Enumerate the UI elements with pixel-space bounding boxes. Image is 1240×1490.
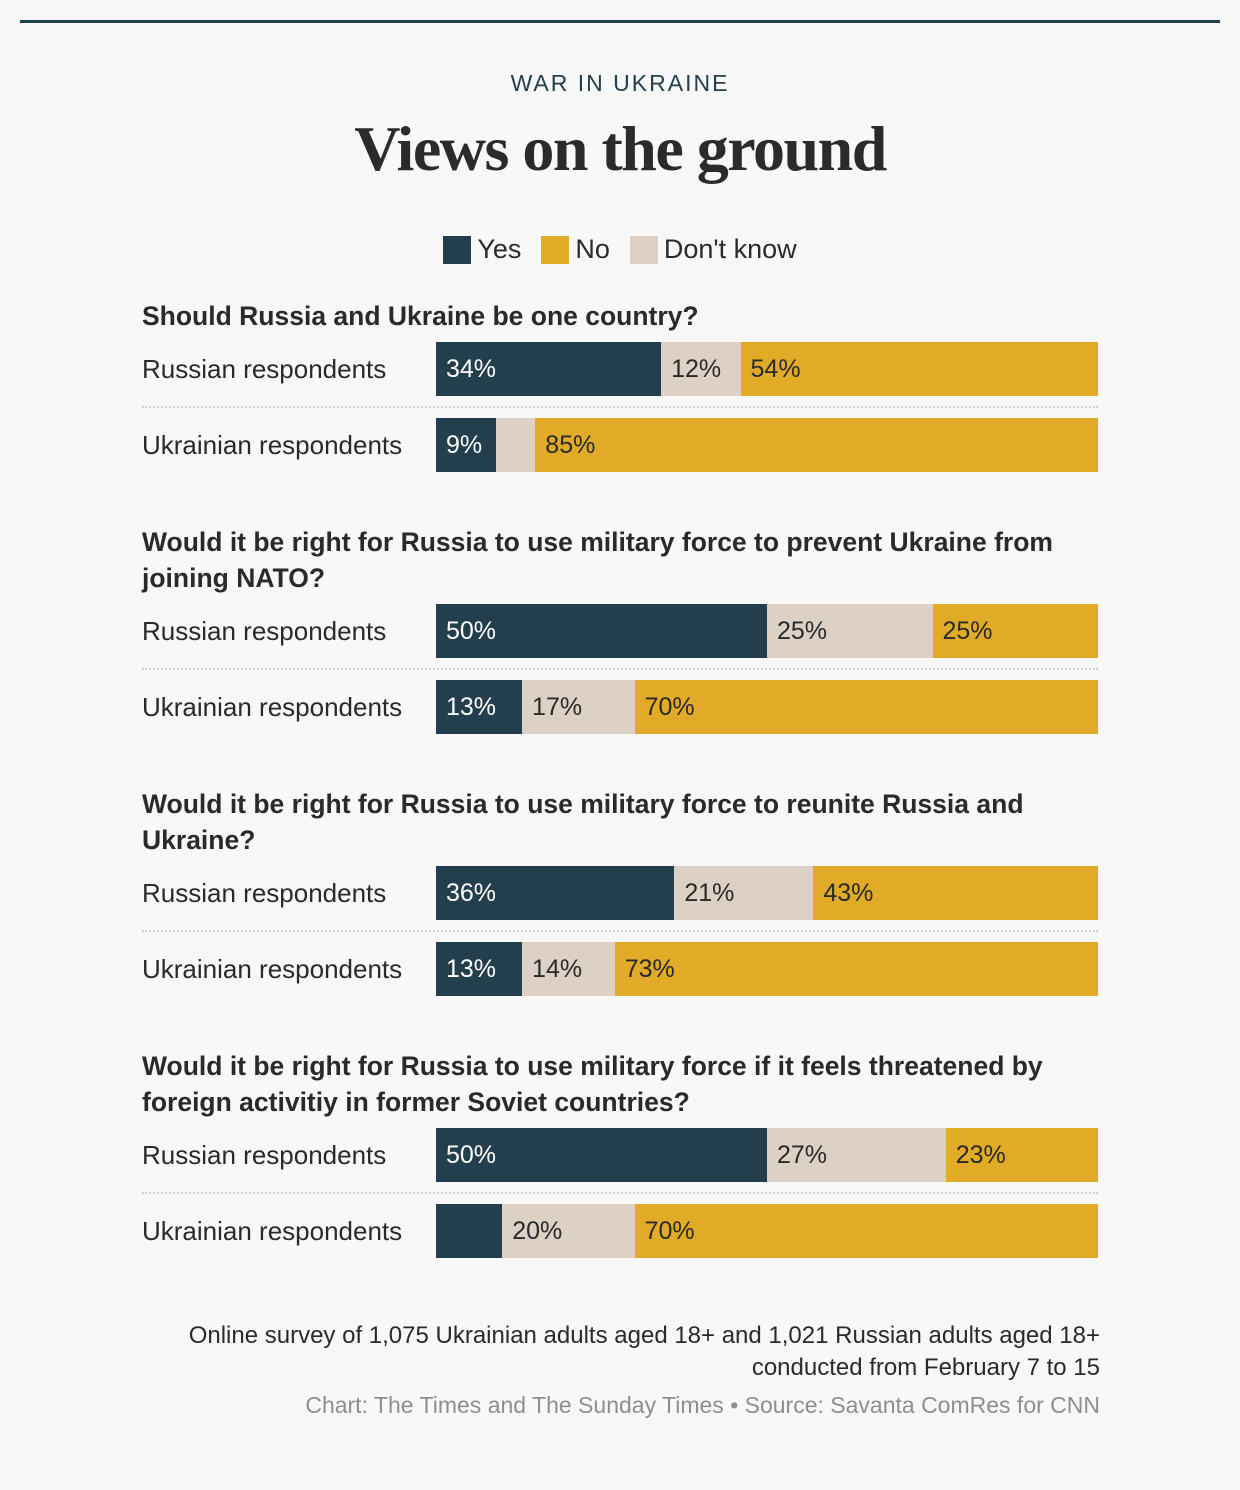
no-segment: 54% <box>740 342 1098 396</box>
row-label: Russian respondents <box>142 878 387 908</box>
stacked-bar: 50% 25% 25% <box>436 604 1098 658</box>
legend: Yes No Don't know <box>0 234 1240 265</box>
stacked-bar: 13% 14% 73% <box>436 942 1098 996</box>
row-divider <box>142 930 1098 932</box>
dont-know-segment: 25% <box>767 604 933 658</box>
stacked-bar: 50% 27% 23% <box>436 1128 1098 1182</box>
yes-segment: 13% <box>436 680 523 734</box>
question-2: Would it be right for Russia to use mili… <box>142 527 1053 593</box>
dont-know-segment: 21% <box>674 866 814 920</box>
survey-note: Online survey of 1,075 Ukrainian adults … <box>188 1322 1100 1381</box>
row-label: Ukrainian respondents <box>142 692 403 722</box>
yes-segment <box>436 1204 503 1258</box>
question-3: Would it be right for Russia to use mili… <box>142 789 1024 855</box>
dont-know-segment: 14% <box>522 942 615 996</box>
row-divider <box>142 1192 1098 1194</box>
yes-segment: 50% <box>436 1128 767 1182</box>
no-segment: 25% <box>932 604 1098 658</box>
question-4: Would it be right for Russia to use mili… <box>142 1051 1043 1117</box>
row-label: Russian respondents <box>142 616 387 646</box>
stacked-bar: 13% 17% 70% <box>436 680 1098 734</box>
dont-know-segment: 27% <box>767 1128 946 1182</box>
kicker: WAR IN UKRAINE <box>510 70 730 96</box>
legend-item-dont-know: Don't know <box>629 234 797 265</box>
row-label: Ukrainian respondents <box>142 430 403 460</box>
yes-segment: 34% <box>436 342 662 396</box>
dont-know-segment: 20% <box>502 1204 635 1258</box>
yes-segment: 50% <box>436 604 767 658</box>
row-divider <box>142 668 1098 670</box>
no-segment: 85% <box>535 418 1098 472</box>
legend-swatch-no <box>541 235 570 264</box>
legend-label-no: No <box>575 234 610 264</box>
legend-swatch-yes <box>443 235 472 264</box>
stacked-bar: 20% 70% <box>436 1204 1098 1258</box>
no-segment: 43% <box>813 866 1098 920</box>
dont-know-segment: 17% <box>522 680 635 734</box>
dont-know-segment <box>495 418 536 472</box>
top-rule <box>20 20 1220 23</box>
legend-label-yes: Yes <box>477 234 522 264</box>
legend-item-yes: Yes <box>443 234 521 265</box>
source-line: Chart: The Times and The Sunday Times • … <box>305 1392 1100 1418</box>
stacked-bar: 36% 21% 43% <box>436 866 1098 920</box>
no-segment: 23% <box>945 1128 1098 1182</box>
stacked-bar: 9% 85% <box>436 418 1098 472</box>
row-label: Ukrainian respondents <box>142 1216 403 1246</box>
row-label: Russian respondents <box>142 354 387 384</box>
chart-title: Views on the ground <box>354 113 887 184</box>
question-1: Should Russia and Ukraine be one country… <box>142 301 699 331</box>
legend-swatch-dont-know <box>629 235 658 264</box>
yes-segment: 36% <box>436 866 675 920</box>
no-segment: 70% <box>634 1204 1098 1258</box>
no-segment: 70% <box>634 680 1098 734</box>
stacked-bar: 34% 12% 54% <box>436 342 1098 396</box>
row-label: Ukrainian respondents <box>142 954 403 984</box>
no-segment: 73% <box>614 942 1098 996</box>
legend-label-dont-know: Don't know <box>663 234 797 264</box>
yes-segment: 9% <box>436 418 496 472</box>
yes-segment: 13% <box>436 942 523 996</box>
row-divider <box>142 406 1098 408</box>
legend-item-no: No <box>541 234 610 265</box>
row-label: Russian respondents <box>142 1140 387 1170</box>
dont-know-segment: 12% <box>661 342 741 396</box>
